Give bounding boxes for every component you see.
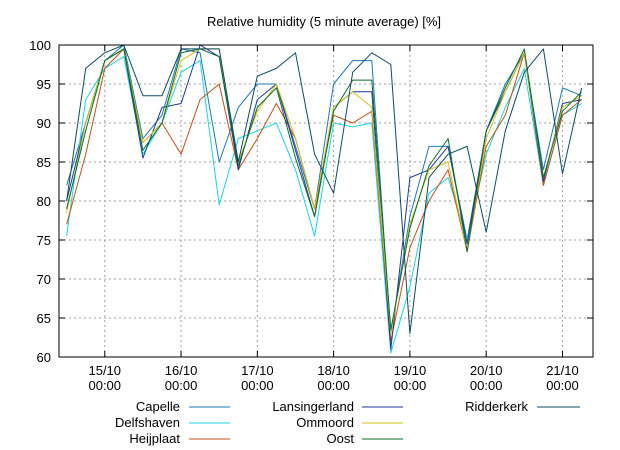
series-line-ommoord — [66, 48, 582, 335]
legend-label-ridderkerk: Ridderkerk — [465, 399, 528, 414]
y-tick-label: 80 — [37, 194, 51, 209]
y-tick-label: 75 — [37, 233, 51, 248]
legend-label-lansingerland: Lansingerland — [272, 399, 354, 414]
series-line-delfshaven — [66, 56, 582, 354]
x-tick-label-time: 00:00 — [470, 378, 503, 393]
x-tick-label-date: 21/10 — [546, 363, 579, 378]
x-tick-label-date: 15/10 — [88, 363, 121, 378]
x-tick-label-time: 00:00 — [546, 378, 579, 393]
chart-title: Relative humidity (5 minute average) [%] — [207, 14, 441, 29]
x-tick-label-time: 00:00 — [317, 378, 350, 393]
legend-label-delfshaven: Delfshaven — [115, 415, 180, 430]
legend-label-ommoord: Ommoord — [296, 415, 354, 430]
legend: CapelleDelfshavenHeijplaatLansingerlandO… — [115, 399, 580, 446]
x-tick-label-date: 17/10 — [241, 363, 274, 378]
x-tick-label-time: 00:00 — [241, 378, 274, 393]
y-tick-label: 60 — [37, 350, 51, 365]
legend-label-heijplaat: Heijplaat — [129, 431, 180, 446]
x-tick-label-time: 00:00 — [88, 378, 121, 393]
axes-ticks: 606570758085909510015/1000:0016/1000:001… — [29, 38, 593, 393]
x-tick-label-date: 19/10 — [394, 363, 427, 378]
legend-label-capelle: Capelle — [136, 399, 180, 414]
series-line-oost — [66, 48, 582, 331]
legend-label-oost: Oost — [327, 431, 355, 446]
x-tick-label-time: 00:00 — [394, 378, 427, 393]
x-tick-label-time: 00:00 — [165, 378, 198, 393]
x-tick-label-date: 18/10 — [317, 363, 350, 378]
y-tick-label: 85 — [37, 155, 51, 170]
y-tick-label: 90 — [37, 116, 51, 131]
x-tick-label-date: 16/10 — [165, 363, 198, 378]
series-line-capelle — [66, 44, 582, 335]
series-line-ridderkerk — [66, 44, 583, 335]
y-tick-label: 100 — [29, 38, 51, 53]
y-tick-label: 95 — [37, 77, 51, 92]
y-tick-label: 70 — [37, 272, 51, 287]
x-tick-label-date: 20/10 — [470, 363, 503, 378]
y-tick-label: 65 — [37, 311, 51, 326]
series-layer — [66, 44, 583, 354]
